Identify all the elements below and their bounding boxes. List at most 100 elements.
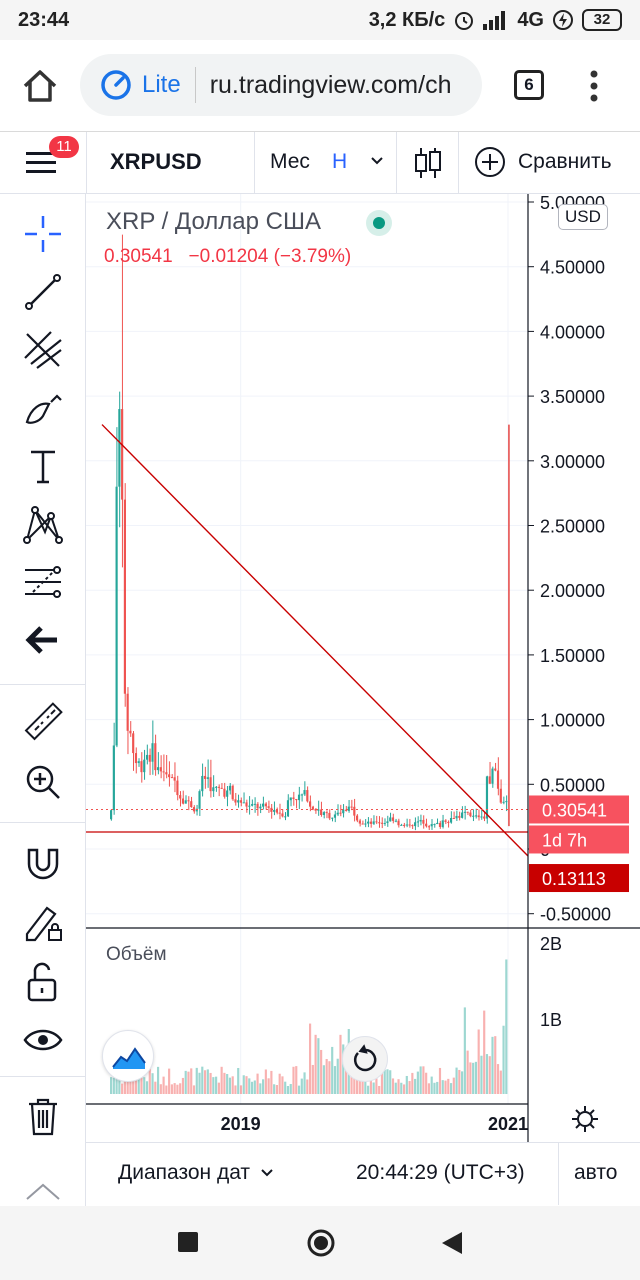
candles-icon[interactable]: [414, 146, 442, 180]
pattern-icon[interactable]: [21, 502, 65, 546]
auto-scale-button[interactable]: авто: [574, 1161, 618, 1184]
back-arrow-icon[interactable]: [21, 618, 65, 662]
settings-gear-icon[interactable]: [570, 1104, 600, 1134]
volume-bar: [378, 1085, 381, 1094]
reset-chart-icon[interactable]: [342, 1036, 388, 1082]
zoom-in-icon[interactable]: [21, 760, 65, 804]
candle-body: [364, 823, 367, 825]
chart-area[interactable]: 5.000004.500004.000003.500003.000002.500…: [86, 194, 640, 1206]
candle-body: [284, 816, 287, 818]
price-tick-label: 0.50000: [540, 775, 605, 795]
candle-body: [378, 822, 381, 824]
crosshair-icon[interactable]: [21, 212, 65, 256]
date-range-bar: Диапазон дат 20:44:29 (UTC+3) авто: [86, 1142, 640, 1205]
volume-bar: [262, 1079, 265, 1094]
volume-bar: [184, 1070, 187, 1094]
plus-circle-icon: [475, 147, 505, 177]
volume-bar: [458, 1069, 461, 1094]
home-icon[interactable]: [20, 66, 60, 106]
volume-bar: [375, 1078, 378, 1094]
magnet-icon[interactable]: [21, 840, 65, 884]
nav-back-icon[interactable]: [440, 1230, 464, 1256]
candle-body: [250, 804, 254, 806]
tab-switcher-button[interactable]: 6: [514, 70, 544, 100]
ruler-icon[interactable]: [21, 700, 65, 744]
volume-bar: [344, 1062, 348, 1094]
volume-bar: [215, 1076, 218, 1094]
candle-body: [201, 775, 204, 792]
candle-body: [170, 777, 173, 779]
timezone-clock[interactable]: 20:44:29 (UTC+3): [356, 1161, 525, 1184]
trash-icon[interactable]: [21, 1094, 65, 1138]
legend-change-pct: (−3.79%): [273, 246, 352, 267]
chevron-down-icon: [261, 1169, 273, 1177]
volume-bar: [430, 1076, 433, 1094]
volume-bar: [168, 1068, 171, 1094]
candle-body: [427, 826, 431, 828]
volume-bar: [383, 1069, 386, 1094]
brush-icon[interactable]: [21, 386, 65, 430]
forecast-icon[interactable]: [21, 560, 65, 604]
volume-bar: [397, 1079, 400, 1094]
interval-button[interactable]: Мес: [270, 150, 310, 173]
hamburger-menu-icon[interactable]: [26, 150, 58, 176]
shapes-icon[interactable]: [21, 1170, 65, 1200]
lite-gauge-icon: [101, 70, 131, 100]
more-vert-icon[interactable]: [584, 68, 604, 104]
volume-bar: [438, 1067, 442, 1094]
volume-bar: [248, 1078, 251, 1094]
candle-body: [281, 813, 284, 817]
candle-body: [176, 780, 179, 796]
volume-bar: [170, 1084, 173, 1094]
url-text[interactable]: ru.tradingview.com/ch: [209, 70, 452, 99]
unlock-icon[interactable]: [21, 960, 65, 1004]
compare-button[interactable]: Сравнить: [474, 146, 612, 178]
volume-bar: [369, 1074, 372, 1094]
chart-canvas[interactable]: 5.000004.500004.000003.500003.000002.500…: [86, 194, 640, 1142]
candle-body: [118, 409, 121, 487]
volume-bar: [425, 1072, 428, 1094]
candle-body: [273, 809, 276, 812]
volume-bar: [391, 1078, 395, 1094]
volume-bar: [176, 1084, 179, 1094]
volume-bar: [317, 1038, 320, 1094]
volume-bar: [123, 1074, 126, 1094]
candle-body: [408, 824, 411, 826]
candle-body: [505, 801, 508, 803]
volume-bar: [239, 1085, 243, 1094]
currency-button[interactable]: USD: [558, 204, 608, 230]
candle-body: [168, 774, 171, 778]
date-range-button[interactable]: Диапазон дат: [118, 1161, 274, 1185]
volume-bar: [322, 1065, 325, 1094]
volume-bar: [273, 1084, 276, 1094]
interval-mode[interactable]: Н: [332, 150, 348, 173]
price-tick-label: 3.00000: [540, 452, 605, 472]
chevron-down-icon[interactable]: [370, 154, 384, 168]
tradingview-logo-button[interactable]: [102, 1030, 154, 1082]
volume-bar: [212, 1077, 215, 1094]
fib-icon[interactable]: [21, 328, 65, 372]
candle-body: [367, 821, 370, 824]
volume-bar: [292, 1066, 295, 1094]
volume-bar: [220, 1066, 223, 1094]
candle-body: [145, 754, 149, 760]
volume-bar: [250, 1081, 254, 1094]
volume-bar: [496, 1064, 500, 1094]
market-status-icon[interactable]: [366, 210, 392, 236]
trend-line-icon[interactable]: [21, 270, 65, 314]
eye-icon[interactable]: [21, 1018, 65, 1062]
recents-icon[interactable]: [178, 1232, 198, 1252]
nav-home-icon[interactable]: [306, 1228, 336, 1258]
lock-drawing-icon[interactable]: [21, 900, 65, 944]
volume-bar: [386, 1069, 389, 1094]
volume-bar: [134, 1077, 138, 1094]
charging-icon: [553, 10, 573, 30]
last-price-label-bg: [529, 795, 629, 824]
volume-bar: [505, 959, 508, 1094]
text-icon[interactable]: [21, 444, 65, 488]
symbol-search-button[interactable]: XRPUSD: [110, 149, 202, 174]
address-bar[interactable]: Lite ru.tradingview.com/ch: [80, 54, 482, 116]
volume-bar: [259, 1083, 262, 1094]
volume-bar: [201, 1066, 204, 1094]
volume-bar: [245, 1076, 248, 1094]
